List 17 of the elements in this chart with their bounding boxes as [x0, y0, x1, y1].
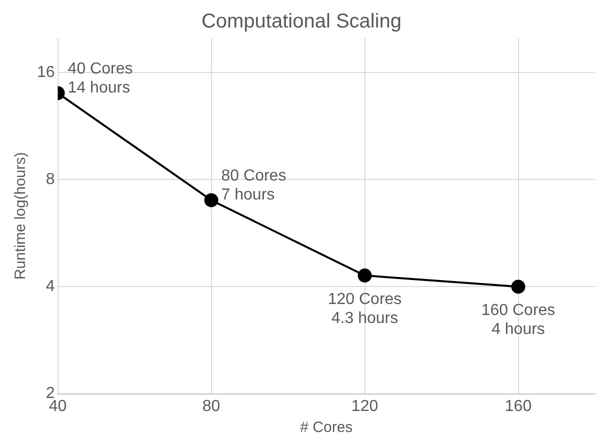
y-axis-title: Runtime log(hours) [12, 152, 30, 280]
chart-title: Computational Scaling [201, 10, 402, 33]
x-tick-label: 80 [202, 398, 220, 415]
y-tick-label: 4 [46, 278, 55, 296]
y-tick-label: 8 [46, 170, 55, 188]
point [358, 268, 372, 283]
annotation: 120 Cores 4.3 hours [328, 290, 402, 327]
annotation: 160 Cores 4 hours [481, 302, 556, 338]
x-axis-title: # Cores [300, 419, 353, 436]
y-tick-label: 16 [37, 64, 55, 81]
x-tick-label: 160 [504, 398, 532, 415]
annotation: 40 Cores 14 hours [68, 60, 133, 97]
point [511, 280, 526, 294]
point [204, 193, 218, 208]
x-tick-label: 120 [351, 398, 378, 415]
x-tick-label: 40 [48, 398, 67, 415]
annotation: 80 Cores 7 hours [221, 168, 286, 204]
